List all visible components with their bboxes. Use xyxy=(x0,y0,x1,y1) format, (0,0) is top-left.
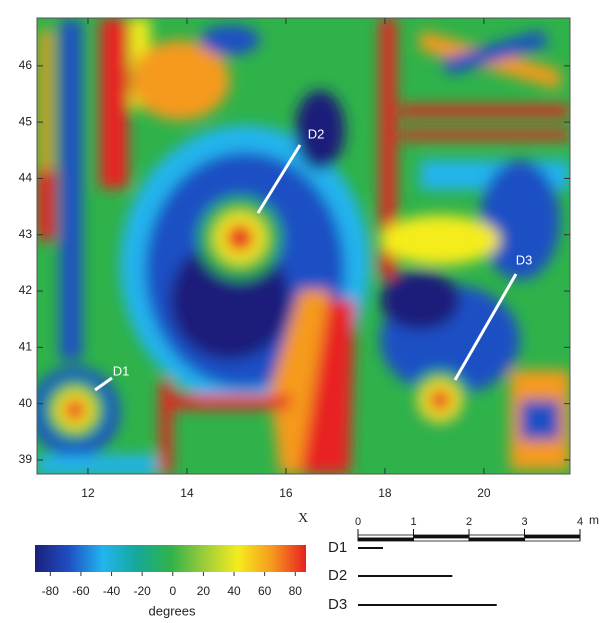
colorbar-tick-label: -60 xyxy=(72,584,90,598)
heatmap-field xyxy=(37,18,570,474)
field-patch xyxy=(400,105,570,117)
field-patch xyxy=(440,30,550,75)
colorbar-label: degrees xyxy=(149,603,196,618)
scale-segment xyxy=(468,537,525,542)
scale-tick-label: 3 xyxy=(521,516,527,528)
annotation-label: D1 xyxy=(113,363,130,378)
scale-segment xyxy=(413,534,470,539)
colorbar-tick-label: -80 xyxy=(42,584,60,598)
field-patch xyxy=(40,30,52,170)
y-tick-label: 46 xyxy=(19,58,33,72)
y-tick-label: 42 xyxy=(19,283,33,297)
annotation-line xyxy=(256,144,302,214)
annotation-label: D2 xyxy=(308,126,325,141)
colorbar-tick-label: 40 xyxy=(227,584,241,598)
field-patch xyxy=(480,160,560,280)
scale-tick-label: 1 xyxy=(410,516,416,528)
scale-tick-label: 4 xyxy=(577,516,583,528)
x-tick-label: 14 xyxy=(180,486,194,500)
y-tick-label: 45 xyxy=(19,114,33,128)
y-tick-label: 44 xyxy=(19,171,33,185)
x-tick-label: 20 xyxy=(477,486,491,500)
field-patch xyxy=(380,18,396,278)
field-patch xyxy=(37,455,157,474)
scale-segment xyxy=(524,537,581,542)
colorbar xyxy=(35,545,306,572)
scale-segment xyxy=(357,534,414,539)
length-label: D1 xyxy=(328,539,347,556)
field-patch xyxy=(64,399,86,421)
colorbar-tick-label: 60 xyxy=(258,584,272,598)
y-tick-label: 41 xyxy=(19,340,33,354)
scale-segment xyxy=(468,534,525,539)
x-tick-label: 12 xyxy=(81,486,95,500)
colorbar-tick-label: -20 xyxy=(134,584,152,598)
field-patch xyxy=(380,270,460,330)
field-patch xyxy=(429,389,451,411)
field-patch xyxy=(400,130,570,140)
scale-tick-label: 2 xyxy=(466,516,472,528)
x-tick-label: 18 xyxy=(378,486,392,500)
field-patch xyxy=(100,18,128,188)
colorbar-tick-label: 20 xyxy=(197,584,211,598)
scale-segment xyxy=(524,534,581,539)
annotation-label: D3 xyxy=(516,252,533,267)
scale-unit: m xyxy=(589,513,599,527)
field-patch xyxy=(270,290,330,474)
annotation-line xyxy=(94,376,113,392)
colorbar-tick-label: 0 xyxy=(169,584,176,598)
field-patch xyxy=(200,25,260,55)
field-patch xyxy=(37,170,55,240)
annotation-line xyxy=(453,273,518,381)
length-label: D3 xyxy=(328,596,347,613)
colorbar-tick-label: -40 xyxy=(103,584,121,598)
field-patch xyxy=(60,20,82,360)
plot-frame xyxy=(36,17,571,475)
y-tick-label: 43 xyxy=(19,227,33,241)
x-axis-label: X xyxy=(298,511,308,526)
scale-tick-label: 0 xyxy=(355,516,361,528)
scale-segment xyxy=(413,537,470,542)
field-patch xyxy=(160,380,172,474)
field-patch xyxy=(380,215,500,265)
x-tick-label: 16 xyxy=(279,486,293,500)
y-tick-label: 40 xyxy=(19,396,33,410)
colorbar-tick-label: 80 xyxy=(289,584,303,598)
y-tick-label: 39 xyxy=(19,452,33,466)
field-patch xyxy=(160,395,290,409)
field-patch xyxy=(520,400,560,440)
field-patch xyxy=(130,40,230,120)
field-patch xyxy=(295,90,345,170)
field-patch xyxy=(226,224,254,252)
length-label: D2 xyxy=(328,567,347,584)
scale-segment xyxy=(357,537,414,542)
